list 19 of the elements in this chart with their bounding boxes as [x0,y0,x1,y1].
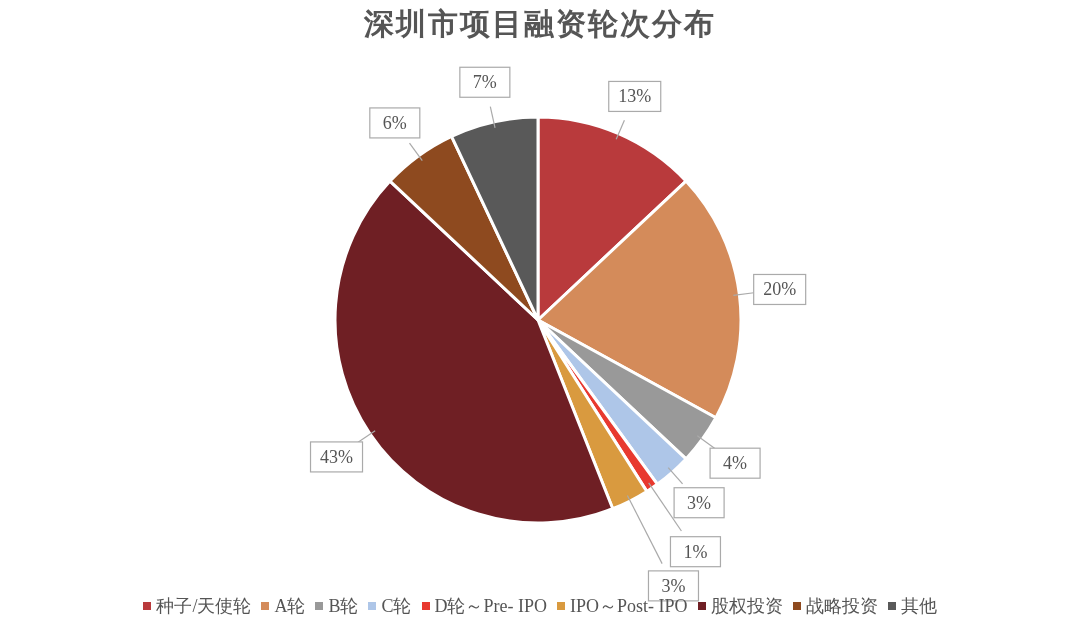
legend-label: 战略投资 [805,595,878,618]
data-label: 3% [687,492,712,513]
legend-label: IPO～Post- IPO [570,595,688,618]
data-label: 20% [763,279,797,300]
legend-label: B轮 [328,595,359,618]
data-label: 4% [723,453,748,474]
data-label: 13% [618,86,652,107]
legend-label: 种子/天使轮 [156,595,252,618]
data-label: 7% [472,72,497,93]
legend-label: D轮～Pre- IPO [434,595,547,618]
data-label: 3% [661,575,686,596]
data-label: 1% [683,541,708,562]
data-label: 43% [320,446,354,467]
legend-label: C轮 [381,595,412,618]
legend-label: A轮 [274,595,306,618]
data-label: 6% [382,112,407,133]
legend-label: 其他 [900,595,937,618]
chart-title: 深圳市项目融资轮次分布 [363,6,717,42]
legend-label: 股权投资 [710,595,783,618]
